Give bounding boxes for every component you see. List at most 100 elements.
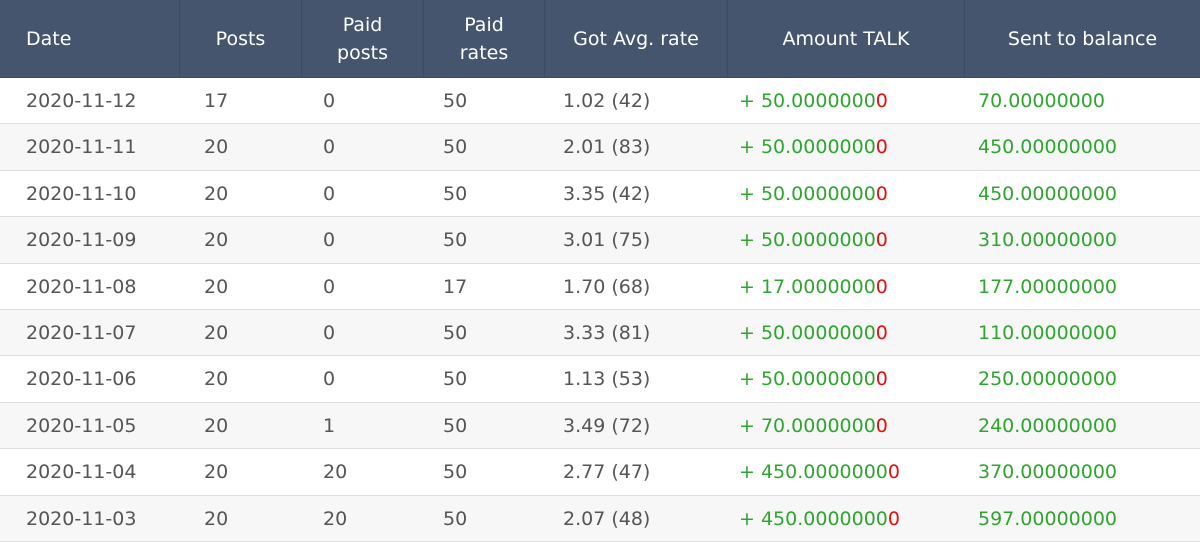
amount-tail: 0: [875, 275, 888, 298]
amount-main: + 50.0000000: [739, 368, 876, 391]
amount-main: + 17.0000000: [739, 275, 876, 298]
table-cell: 2020-11-10: [26, 182, 137, 205]
table-cell: 70.00000000: [978, 90, 1105, 112]
amount-tail: 0: [875, 368, 888, 391]
amount-cell: + 17.00000000: [739, 264, 888, 310]
table-cell: 177.00000000: [978, 275, 1118, 298]
table-cell: 2.07 (48): [563, 507, 651, 530]
amount-cell: + 50.00000000: [739, 356, 888, 402]
table-cell: 2.01 (83): [563, 136, 651, 159]
column-header: Paid rates: [424, 0, 545, 77]
table-row: 2020-11-03 20 20 50 2.07 (48) + 450.00000000 5…: [0, 495, 1200, 542]
amount-main: + 50.0000000: [739, 182, 876, 205]
amount-tail: 0: [875, 136, 888, 159]
amount-cell: + 450.00000000: [739, 449, 900, 495]
table-cell: 2020-11-08: [26, 275, 137, 298]
amount-cell: + 450.00000000: [739, 496, 900, 542]
amount-cell: + 50.00000000: [739, 171, 888, 217]
table-cell: 20: [204, 182, 229, 205]
table-cell: 20: [323, 461, 348, 484]
table-cell: 1.13 (53): [563, 368, 651, 391]
table-cell: 50: [443, 461, 468, 484]
amount-cell: + 70.00000000: [739, 403, 888, 449]
table-cell: 17: [443, 275, 468, 298]
amount-tail: 0: [875, 322, 888, 344]
table-cell: 240.00000000: [978, 414, 1118, 437]
table-cell: 50: [443, 414, 468, 437]
table-cell: 3.01 (75): [563, 229, 651, 252]
table-cell: 2020-11-04: [26, 461, 137, 484]
table-cell: 2020-11-06: [26, 368, 137, 391]
column-header-text: Posts: [215, 27, 266, 50]
column-header: Paid posts: [302, 0, 424, 77]
table-cell: 1: [323, 414, 336, 437]
amount-main: + 50.0000000: [739, 229, 876, 252]
table-cell: 17: [204, 90, 229, 112]
table-cell: 0: [323, 136, 336, 159]
amount-cell: + 50.00000000: [739, 78, 888, 124]
amount-main: + 50.0000000: [739, 136, 876, 159]
table-cell: 2020-11-07: [26, 322, 137, 344]
table-cell: 2020-11-09: [26, 229, 137, 252]
column-header-text: Amount TALK: [782, 27, 910, 50]
table-cell: 110.00000000: [978, 322, 1118, 344]
amount-main: + 450.0000000: [739, 461, 888, 484]
table-cell: 0: [323, 90, 336, 112]
amount-main: + 50.0000000: [739, 90, 876, 112]
table-cell: 0: [323, 322, 336, 344]
column-header-text: Got Avg. rate: [573, 27, 699, 50]
table-cell: 3.49 (72): [563, 414, 651, 437]
table-row: 2020-11-11 20 0 50 2.01 (83) + 50.00000000 450…: [0, 124, 1200, 171]
column-header: Posts: [180, 0, 302, 77]
column-header: Got Avg. rate: [545, 0, 728, 77]
table-cell: 0: [323, 229, 336, 252]
table-row: 2020-11-10 20 0 50 3.35 (42) + 50.00000000 450…: [0, 171, 1200, 218]
table-row: 2020-11-04 20 20 50 2.77 (47) + 450.00000000 3…: [0, 449, 1200, 496]
table-row: 2020-11-09 20 0 50 3.01 (75) + 50.00000000 310…: [0, 217, 1200, 264]
amount-tail: 0: [887, 461, 900, 484]
column-header-text: Sent to balance: [1007, 27, 1158, 50]
table-cell: 250.00000000: [978, 368, 1118, 391]
column-header-text: Paid rates: [459, 13, 509, 64]
column-header: Date: [0, 0, 180, 77]
amount-tail: 0: [875, 90, 888, 112]
table-cell: 2.77 (47): [563, 461, 651, 484]
table-cell: 450.00000000: [978, 136, 1118, 159]
table-cell: 597.00000000: [978, 507, 1118, 530]
table-cell: 50: [443, 507, 468, 530]
table-cell: 20: [204, 229, 229, 252]
table-cell: 0: [323, 275, 336, 298]
amount-cell: + 50.00000000: [739, 217, 888, 263]
table-cell: 20: [204, 322, 229, 344]
amount-main: + 450.0000000: [739, 507, 888, 530]
table-cell: 20: [204, 461, 229, 484]
table-cell: 20: [204, 275, 229, 298]
table-cell: 2020-11-05: [26, 414, 137, 437]
table-row: 2020-11-06 20 0 50 1.13 (53) + 50.00000000 250…: [0, 356, 1200, 403]
amount-tail: 0: [875, 182, 888, 205]
column-header: Amount TALK: [728, 0, 965, 77]
column-header: Sent to balance: [965, 0, 1200, 77]
table-header: Date Posts Paid posts Paid rates Got Avg. ra…: [0, 0, 1200, 78]
table-cell: 310.00000000: [978, 229, 1118, 252]
table-row: 2020-11-08 20 0 17 1.70 (68) + 17.00000000 177…: [0, 264, 1200, 310]
table-cell: 3.35 (42): [563, 182, 651, 205]
amount-tail: 0: [887, 507, 900, 530]
table-row: 2020-11-12 17 0 50 1.02 (42) + 50.00000000 70.…: [0, 78, 1200, 125]
table-cell: 20: [204, 136, 229, 159]
table-cell: 50: [443, 90, 468, 112]
table-cell: 1.02 (42): [563, 90, 651, 112]
table-cell: 50: [443, 368, 468, 391]
table-cell: 50: [443, 182, 468, 205]
table-cell: 20: [204, 507, 229, 530]
table-cell: 2020-11-12: [26, 90, 137, 112]
table-cell: 0: [323, 182, 336, 205]
table-cell: 20: [204, 368, 229, 391]
table-row: 2020-11-07 20 0 50 3.33 (81) + 50.00000000 110…: [0, 310, 1200, 357]
table-cell: 50: [443, 229, 468, 252]
table-cell: 20: [204, 414, 229, 437]
column-header-text: Paid posts: [337, 13, 388, 64]
table-row: 2020-11-05 20 1 50 3.49 (72) + 70.00000000 240…: [0, 402, 1200, 450]
column-header-text: Date: [26, 27, 72, 50]
